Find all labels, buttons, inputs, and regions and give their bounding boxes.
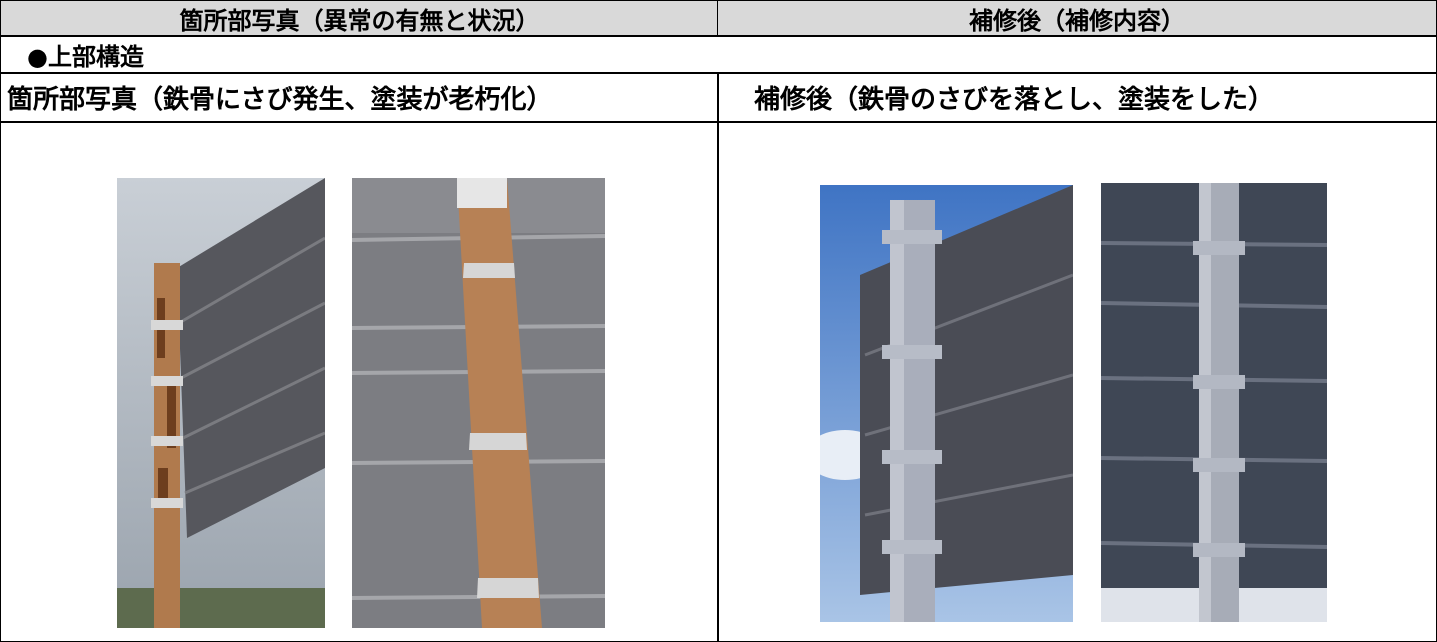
header-cell: 補修後（補修内容）	[717, 0, 1437, 37]
photo	[820, 185, 1073, 622]
row-caption: 補修後（鉄骨のさびを落とし、塗装をした）	[717, 72, 1437, 123]
row-caption: 箇所部写真（鉄骨にさび発生、塗装が老朽化）	[0, 72, 719, 123]
photo	[1101, 183, 1327, 622]
section-title: ●上部構造	[0, 35, 1437, 74]
photo	[352, 178, 605, 628]
photo	[117, 178, 325, 628]
header-cell: 箇所部写真（異常の有無と状況）	[0, 0, 719, 37]
